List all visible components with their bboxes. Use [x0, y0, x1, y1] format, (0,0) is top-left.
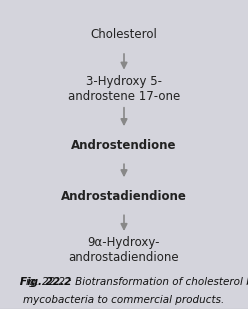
Text: mycobacteria to commercial products.: mycobacteria to commercial products.	[23, 295, 225, 305]
Text: Androstendione: Androstendione	[71, 139, 177, 152]
Text: Androstadiendione: Androstadiendione	[61, 190, 187, 203]
Text: 9α-Hydroxy-
androstadiendione: 9α-Hydroxy- androstadiendione	[69, 236, 179, 264]
Text: Fig. 22.2: Fig. 22.2	[20, 277, 71, 287]
Text: Cholesterol: Cholesterol	[91, 28, 157, 41]
Text: 3-Hydroxy 5-
androstene 17-one: 3-Hydroxy 5- androstene 17-one	[68, 75, 180, 103]
Text: Fig. 22.2 : Biotransformation of cholesterol by: Fig. 22.2 : Biotransformation of cholest…	[20, 277, 248, 287]
